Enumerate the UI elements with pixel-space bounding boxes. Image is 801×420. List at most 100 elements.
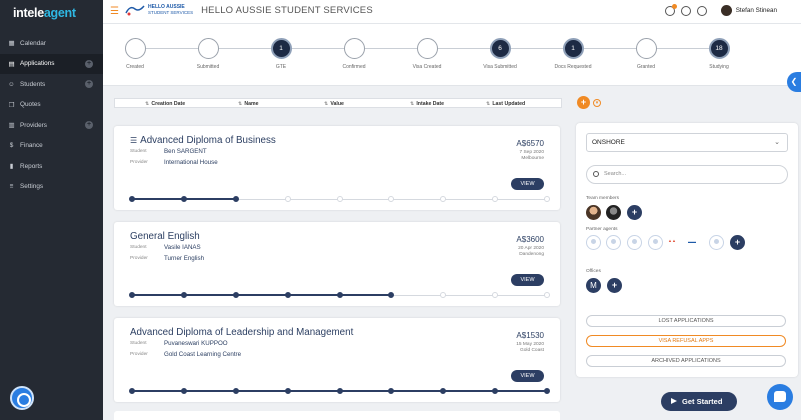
sort-icon: ⇅ bbox=[486, 100, 491, 107]
course-title[interactable]: Advanced Diploma of Leadership and Manag… bbox=[130, 327, 354, 338]
search-input[interactable]: Search... bbox=[586, 165, 788, 184]
stage-studying[interactable]: 18 Studying bbox=[694, 38, 744, 70]
stage-confirmed[interactable]: Confirmed bbox=[329, 38, 379, 70]
stage-visa-created[interactable]: Visa Created bbox=[402, 38, 452, 70]
add-office-button[interactable]: + bbox=[607, 278, 622, 293]
stage-submitted[interactable]: Submitted bbox=[183, 38, 233, 70]
partner-agent-avatar[interactable] bbox=[709, 235, 724, 250]
user-menu[interactable]: Stefan Stinean bbox=[720, 5, 777, 16]
application-card[interactable]: ☰ Advanced Diploma of Business Student Ben … bbox=[114, 126, 560, 210]
partner-agent-avatar[interactable] bbox=[586, 235, 601, 250]
application-card[interactable]: Advanced Diploma of Leadership and Manag… bbox=[114, 318, 560, 402]
progress-step bbox=[129, 196, 135, 202]
progress-step bbox=[544, 388, 550, 394]
progress-step bbox=[284, 292, 291, 298]
sort-icon: ⇅ bbox=[324, 100, 329, 107]
add-partner-agent-button[interactable]: + bbox=[730, 235, 745, 250]
course-title[interactable]: General English bbox=[130, 231, 200, 242]
stage-granted[interactable]: Granted bbox=[621, 38, 671, 70]
add-icon[interactable]: + bbox=[85, 59, 93, 68]
stage-created[interactable]: Created bbox=[110, 38, 160, 70]
chart-icon: ▮ bbox=[9, 163, 14, 171]
sidebar-item-settings[interactable]: ≡ Settings bbox=[0, 177, 103, 198]
calendar-icon: ▦ bbox=[8, 40, 15, 48]
course-title[interactable]: ☰ Advanced Diploma of Business bbox=[130, 135, 276, 146]
sidebar-item-calendar[interactable]: ▦ Calendar bbox=[0, 33, 103, 54]
support-icon[interactable] bbox=[681, 6, 691, 16]
view-button[interactable]: VIEW bbox=[511, 370, 544, 382]
chat-icon[interactable] bbox=[767, 384, 793, 410]
progress-fill bbox=[132, 294, 392, 296]
stage-gte[interactable]: 1 GTE bbox=[256, 38, 306, 70]
partner-agent-avatar[interactable] bbox=[627, 235, 642, 250]
progress-step bbox=[336, 196, 343, 202]
sort-last-updated[interactable]: ⇅ Last Updated bbox=[486, 101, 525, 107]
sort-value[interactable]: ⇅ Value bbox=[324, 101, 344, 107]
view-button[interactable]: VIEW bbox=[511, 178, 544, 190]
menu-toggle-icon[interactable]: ☰ bbox=[110, 6, 119, 17]
location-select[interactable]: ONSHORE ⌄ bbox=[586, 133, 788, 152]
partner-agent-avatar[interactable] bbox=[606, 235, 621, 250]
progress-step bbox=[492, 292, 499, 298]
sidebar-item-students[interactable]: ☺ Students + bbox=[0, 74, 103, 95]
progress-step bbox=[440, 196, 447, 202]
users-icon: ☺ bbox=[8, 80, 15, 88]
sidebar-item-finance[interactable]: $ Finance bbox=[0, 136, 103, 157]
student-name: Ben SARGENT bbox=[164, 148, 207, 155]
sort-intake-date[interactable]: ⇅ Intake Date bbox=[410, 101, 444, 107]
sidebar-item-quotes[interactable]: ❐ Quotes bbox=[0, 95, 103, 116]
sort-creation-date[interactable]: ⇅ Creation Date bbox=[145, 101, 185, 107]
stage-label: Visa Submitted bbox=[483, 64, 517, 70]
stage-label: Confirmed bbox=[342, 64, 366, 70]
add-application-button[interactable]: + bbox=[577, 96, 590, 109]
team-member-avatar[interactable] bbox=[586, 205, 601, 220]
stage-docs-requested[interactable]: 1 Docs Requested bbox=[548, 38, 598, 70]
help-launcher-button[interactable] bbox=[10, 386, 34, 410]
lost-applications-button[interactable]: LOST APPLICATIONS bbox=[586, 315, 786, 327]
office-avatar[interactable]: M bbox=[586, 278, 601, 293]
view-button[interactable]: VIEW bbox=[511, 274, 544, 286]
chevron-down-icon[interactable]: ▾ bbox=[593, 99, 601, 107]
partner-agent-logo-icon[interactable]: ▬▬ bbox=[688, 239, 696, 244]
sidebar-item-reports[interactable]: ▮ Reports bbox=[0, 156, 103, 177]
sidebar-item-label: Reports bbox=[20, 162, 43, 170]
add-icon[interactable]: + bbox=[85, 121, 93, 129]
progress-step bbox=[180, 292, 187, 298]
partner-agent-avatar[interactable] bbox=[648, 235, 663, 250]
sidebar: inteleagent ▦ Calendar ▤ Applications + ☺ Stud… bbox=[0, 0, 103, 420]
stage-label: Submitted bbox=[196, 64, 220, 70]
application-card bbox=[114, 411, 560, 420]
agency-brand: HELLO AUSSIE STUDENT SERVICES HELLO AUSS… bbox=[124, 3, 373, 17]
sidebar-item-providers[interactable]: ▥ Providers + bbox=[0, 115, 103, 136]
application-date: 20 Apr 2020 bbox=[518, 246, 544, 251]
stage-count bbox=[124, 38, 146, 59]
archived-applications-button[interactable]: ARCHIVED APPLICATIONS bbox=[586, 355, 786, 367]
get-started-button[interactable]: Get Started bbox=[661, 392, 737, 411]
sort-name[interactable]: ⇅ Name bbox=[238, 101, 259, 107]
collapse-panel-button[interactable]: ❮ bbox=[787, 72, 801, 92]
application-location: Dandenong bbox=[519, 252, 544, 257]
stage-label: Visa Created bbox=[412, 64, 442, 70]
visa-refusal-apps-button[interactable]: VISA REFUSAL APPS bbox=[586, 335, 786, 347]
sort-label: Intake Date bbox=[416, 100, 445, 107]
add-icon[interactable]: + bbox=[85, 80, 93, 88]
stage-visa-submitted[interactable]: 6 Visa Submitted bbox=[475, 38, 525, 70]
progress-step bbox=[232, 292, 239, 298]
sort-label: Value bbox=[330, 100, 344, 107]
sidebar-item-label: Quotes bbox=[20, 101, 41, 109]
provider-label: Provider bbox=[130, 352, 148, 357]
provider-name: Turner English bbox=[164, 255, 205, 262]
partner-agent-logo-icon[interactable]: ▲▲ bbox=[668, 238, 676, 243]
help-icon[interactable] bbox=[697, 6, 707, 16]
application-card[interactable]: General English Student Vasile IANAS Provid… bbox=[114, 222, 560, 306]
app-logo[interactable]: inteleagent bbox=[13, 6, 76, 20]
notification-badge bbox=[672, 4, 677, 9]
team-member-avatar[interactable] bbox=[606, 205, 621, 220]
notifications-icon[interactable] bbox=[665, 4, 677, 16]
sidebar-item-applications[interactable]: ▤ Applications + bbox=[0, 53, 103, 74]
search-icon bbox=[593, 171, 599, 177]
application-location: Gold Coast bbox=[520, 348, 544, 353]
add-team-member-button[interactable]: + bbox=[627, 205, 642, 220]
application-amount: A$6570 bbox=[516, 139, 544, 148]
stage-count: 1 bbox=[562, 38, 584, 59]
